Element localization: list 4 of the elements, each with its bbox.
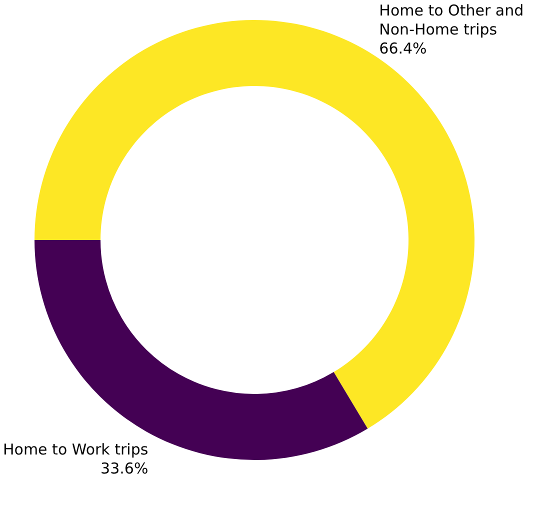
slice-label: Home to Work trips bbox=[2, 440, 148, 459]
slice-label: Home to Other and Non-Home trips bbox=[379, 1, 524, 38]
data-label: 33.6% bbox=[100, 460, 148, 478]
data-label: 66.4% bbox=[379, 39, 427, 58]
